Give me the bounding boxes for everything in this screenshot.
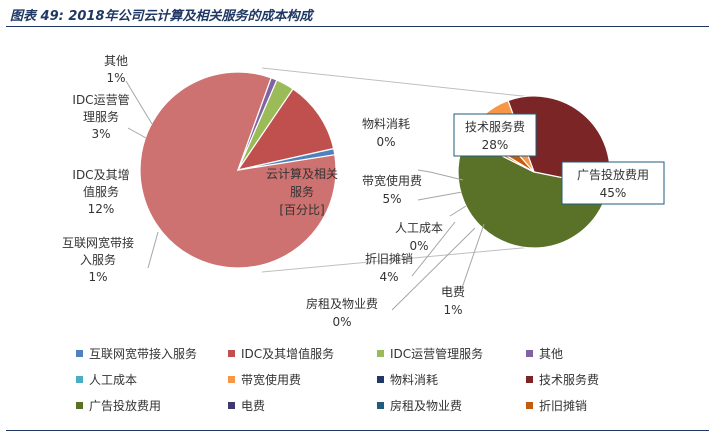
legend-swatch [526, 376, 533, 383]
legend-label: 房租及物业费 [390, 398, 462, 413]
label-tech-service: 技术服务费 28% [453, 113, 537, 157]
legend-item-IDC运营管理服务: IDC运营管理服务 [377, 346, 483, 361]
leader-broadband [147, 231, 159, 269]
legend-swatch [76, 376, 83, 383]
legend-swatch [377, 350, 384, 357]
leader-depreciation [411, 221, 456, 277]
legend-item-带宽使用费: 带宽使用费 [228, 372, 301, 387]
label-折旧摊销: 折旧摊销 4% [365, 251, 413, 284]
label-其他: 其他 1% [104, 54, 128, 85]
leader-bandwidth [417, 191, 463, 201]
label-带宽使用费: 带宽使用费 5% [362, 173, 422, 206]
slice-互联网宽带接入服务 [237, 147, 336, 171]
legend-item-广告投放费用: 广告投放费用 [76, 398, 161, 413]
leader-lines [125, 80, 485, 311]
legend-swatch [526, 350, 533, 357]
legend-swatch [76, 402, 83, 409]
legend-item-房租及物业费: 房租及物业费 [377, 398, 462, 413]
legend-swatch [76, 350, 83, 357]
leader-labor [449, 205, 467, 217]
legend-swatch [228, 376, 235, 383]
label-房租及物业费: 房租及物业费 0% [306, 296, 378, 329]
legend-label: 广告投放费用 [89, 398, 161, 413]
legend-item-电费: 电费 [228, 399, 265, 413]
svg-text:广告投放费用: 广告投放费用 [577, 167, 649, 182]
label-物料消耗: 物料消耗 0% [362, 117, 410, 149]
label-互联网宽带接入服务: 互联网宽带接入服务 1% [62, 235, 134, 284]
leader-other [125, 80, 153, 125]
legend-item-人工成本: 人工成本 [76, 373, 137, 387]
svg-text:技术服务费: 技术服务费 [465, 119, 525, 134]
leader-idc-ops [127, 127, 147, 139]
data-labels: 云计算及相关服务[百分比] 其他 1% IDC运营管理服务 3% IDC及其增值服务 12%… [62, 54, 665, 329]
leader-material [417, 169, 464, 181]
figure-title: 图表 49: 2018年公司云计算及相关服务的成本构成 [10, 9, 313, 24]
label-人工成本: 人工成本 0% [395, 221, 443, 253]
legend-label: 带宽使用费 [241, 372, 301, 387]
leader-rent [391, 227, 476, 311]
legend-item-其他: 其他 [526, 347, 563, 361]
legend-label: 其他 [539, 347, 563, 361]
legend-label: IDC运营管理服务 [390, 346, 483, 361]
label-电费: 电费 1% [441, 285, 465, 317]
svg-text:28%: 28% [482, 138, 509, 152]
legend-label: IDC及其增值服务 [241, 346, 334, 361]
legend-swatch [526, 402, 533, 409]
legend-label: 技术服务费 [539, 372, 599, 387]
slice-广告投放费用 [457, 137, 610, 249]
connector-lines [261, 67, 527, 273]
label-advertising: 广告投放费用 45% [561, 161, 665, 205]
legend-item-互联网宽带接入服务: 互联网宽带接入服务 [76, 346, 197, 361]
svg-text:45%: 45% [600, 186, 627, 200]
legend-label: 物料消耗 [390, 373, 438, 387]
label-IDC运营管理服务: IDC运营管理服务 3% [72, 92, 129, 141]
leader-electricity [461, 223, 485, 289]
bottom-rule [6, 430, 709, 431]
slice-IDC及其增值服务 [236, 88, 335, 171]
legend-swatch [228, 350, 235, 357]
main-pie [139, 71, 337, 269]
legend-swatch [228, 402, 235, 409]
legend-swatch [377, 402, 384, 409]
label-center: 云计算及相关服务[百分比] [266, 166, 338, 217]
label-IDC及其增值服务: IDC及其增值服务 12% [72, 168, 129, 216]
legend-item-折旧摊销: 折旧摊销 [526, 398, 587, 413]
connector-bottom [261, 247, 527, 273]
legend-label: 互联网宽带接入服务 [89, 346, 197, 361]
title-rule [6, 26, 709, 27]
legend-label: 电费 [241, 399, 265, 413]
legend-label: 折旧摊销 [539, 398, 587, 413]
connector-top [261, 67, 527, 97]
legend-swatch [377, 376, 384, 383]
legend-item-技术服务费: 技术服务费 [526, 372, 599, 387]
legend-item-IDC及其增值服务: IDC及其增值服务 [228, 346, 334, 361]
legend-item-物料消耗: 物料消耗 [377, 373, 438, 387]
legend-label: 人工成本 [89, 373, 137, 387]
